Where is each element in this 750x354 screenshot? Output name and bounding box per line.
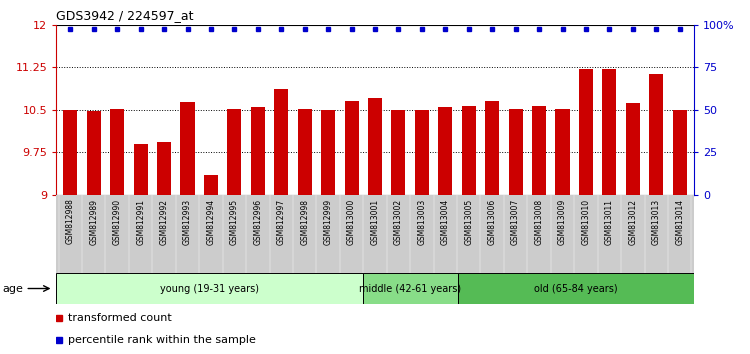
Bar [363,273,458,304]
Text: GSM812997: GSM812997 [277,199,286,245]
Bar [368,98,382,195]
Text: GSM813006: GSM813006 [488,199,496,245]
Bar [415,110,429,195]
Text: GSM812993: GSM812993 [183,199,192,245]
Text: age: age [3,284,24,293]
Text: old (65-84 years): old (65-84 years) [534,284,617,293]
Text: GSM812996: GSM812996 [254,199,262,245]
Bar [227,109,242,195]
Text: GSM812995: GSM812995 [230,199,238,245]
Bar [579,69,593,195]
Text: GSM813001: GSM813001 [370,199,380,245]
Text: GSM813011: GSM813011 [604,199,613,245]
Text: GSM813000: GSM813000 [347,199,356,245]
Bar [650,74,663,195]
Text: GSM812992: GSM812992 [160,199,169,245]
Text: GSM812991: GSM812991 [136,199,146,245]
Bar [321,110,335,195]
Bar [602,69,616,195]
Bar [485,101,500,195]
Text: GSM812988: GSM812988 [66,199,75,245]
Bar [251,107,265,195]
Bar [673,110,687,195]
Text: GSM813010: GSM813010 [581,199,590,245]
Text: GSM813003: GSM813003 [417,199,426,245]
Text: GSM812990: GSM812990 [112,199,122,245]
Text: GSM813013: GSM813013 [652,199,661,245]
Bar [204,175,218,195]
Bar [532,106,546,195]
Bar [509,109,523,195]
Text: GSM813012: GSM813012 [628,199,638,245]
Text: GSM812998: GSM812998 [300,199,309,245]
Text: GSM813007: GSM813007 [512,199,520,245]
Text: percentile rank within the sample: percentile rank within the sample [68,335,256,345]
Text: GSM812994: GSM812994 [206,199,215,245]
Text: middle (42-61 years): middle (42-61 years) [359,284,461,293]
Text: young (19-31 years): young (19-31 years) [160,284,260,293]
Bar [87,112,100,195]
Bar [274,89,288,195]
Bar [556,109,569,195]
Bar [626,103,640,195]
Bar [392,110,406,195]
Bar [344,101,358,195]
Bar [458,273,694,304]
Bar [181,102,194,195]
Text: GSM813014: GSM813014 [675,199,684,245]
Text: GSM813009: GSM813009 [558,199,567,245]
Bar [110,109,125,195]
Text: GSM813005: GSM813005 [464,199,473,245]
Bar [298,109,312,195]
Text: GSM812989: GSM812989 [89,199,98,245]
Text: GSM813008: GSM813008 [535,199,544,245]
Text: GSM812999: GSM812999 [323,199,332,245]
Text: transformed count: transformed count [68,313,172,323]
Bar [134,144,148,195]
Text: GDS3942 / 224597_at: GDS3942 / 224597_at [56,9,194,22]
Bar [63,110,77,195]
Bar [56,273,363,304]
Bar [157,142,171,195]
Bar [462,106,476,195]
Text: GSM813002: GSM813002 [394,199,403,245]
Bar [438,107,452,195]
Text: GSM813004: GSM813004 [441,199,450,245]
